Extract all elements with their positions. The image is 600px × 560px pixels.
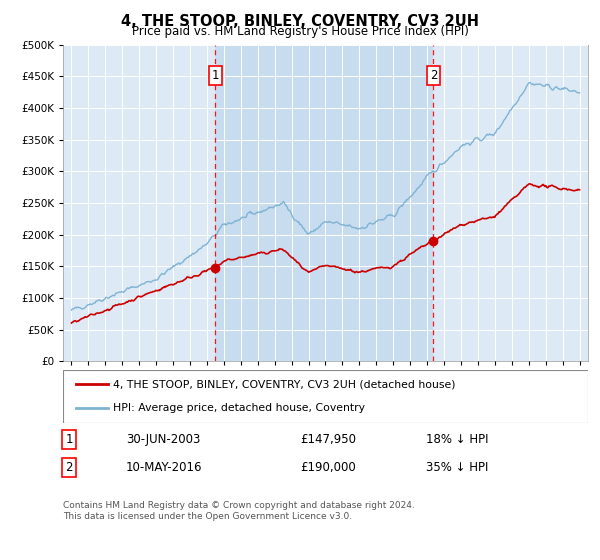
- Text: 2: 2: [430, 69, 437, 82]
- Bar: [215, 45, 433, 361]
- Text: £147,950: £147,950: [300, 433, 356, 446]
- Text: 2: 2: [65, 461, 73, 474]
- Text: HPI: Average price, detached house, Coventry: HPI: Average price, detached house, Cove…: [113, 403, 365, 413]
- Text: 10-MAY-2016: 10-MAY-2016: [126, 461, 203, 474]
- Text: Contains HM Land Registry data © Crown copyright and database right 2024.
This d: Contains HM Land Registry data © Crown c…: [63, 501, 415, 521]
- Text: 35% ↓ HPI: 35% ↓ HPI: [426, 461, 488, 474]
- Text: 4, THE STOOP, BINLEY, COVENTRY, CV3 2UH: 4, THE STOOP, BINLEY, COVENTRY, CV3 2UH: [121, 14, 479, 29]
- Text: 1: 1: [65, 433, 73, 446]
- Text: Price paid vs. HM Land Registry's House Price Index (HPI): Price paid vs. HM Land Registry's House …: [131, 25, 469, 38]
- Text: 18% ↓ HPI: 18% ↓ HPI: [426, 433, 488, 446]
- Text: £190,000: £190,000: [300, 461, 356, 474]
- FancyBboxPatch shape: [63, 370, 588, 423]
- Text: 4, THE STOOP, BINLEY, COVENTRY, CV3 2UH (detached house): 4, THE STOOP, BINLEY, COVENTRY, CV3 2UH …: [113, 380, 455, 390]
- Text: 1: 1: [212, 69, 219, 82]
- Text: 30-JUN-2003: 30-JUN-2003: [126, 433, 200, 446]
